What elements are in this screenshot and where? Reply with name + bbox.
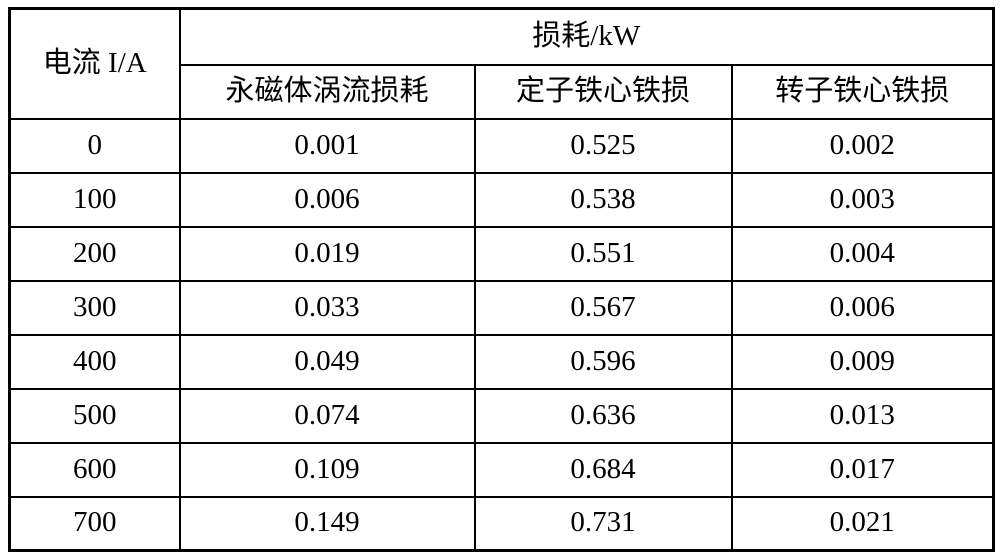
rotor-core-loss-cell: 0.021 [730, 495, 995, 552]
current-cell: 500 [8, 387, 181, 444]
rotor-core-loss-cell: 0.006 [730, 279, 995, 336]
stator-core-loss-cell: 0.731 [473, 495, 733, 552]
magnet-eddy-loss-cell: 0.006 [178, 171, 476, 228]
column-header-magnet-eddy-loss: 永磁体涡流损耗 [178, 63, 476, 120]
rotor-core-loss-cell: 0.017 [730, 441, 995, 498]
magnet-eddy-loss-cell: 0.074 [178, 387, 476, 444]
current-cell: 300 [8, 279, 181, 336]
current-axis-header: 电流 I/A [8, 7, 181, 120]
column-header-rotor-core-loss: 转子铁心铁损 [730, 63, 995, 120]
table-row: 300 0.033 0.567 0.006 [8, 279, 995, 336]
table-row: 400 0.049 0.596 0.009 [8, 333, 995, 390]
table-row: 700 0.149 0.731 0.021 [8, 495, 995, 552]
magnet-eddy-loss-cell: 0.109 [178, 441, 476, 498]
current-cell: 600 [8, 441, 181, 498]
table-row: 100 0.006 0.538 0.003 [8, 171, 995, 228]
rotor-core-loss-cell: 0.009 [730, 333, 995, 390]
stator-core-loss-cell: 0.538 [473, 171, 733, 228]
table-row: 500 0.074 0.636 0.013 [8, 387, 995, 444]
stator-core-loss-cell: 0.636 [473, 387, 733, 444]
header-row-group: 电流 I/A 损耗/kW [8, 7, 995, 120]
table-row: 200 0.019 0.551 0.004 [8, 225, 995, 282]
magnet-eddy-loss-cell: 0.001 [178, 117, 476, 174]
stator-core-loss-cell: 0.684 [473, 441, 733, 498]
current-cell: 400 [8, 333, 181, 390]
table-row: 0 0.001 0.525 0.002 [8, 117, 995, 174]
stator-core-loss-cell: 0.596 [473, 333, 733, 390]
stator-core-loss-cell: 0.567 [473, 279, 733, 336]
rotor-core-loss-cell: 0.003 [730, 171, 995, 228]
current-cell: 700 [8, 495, 181, 552]
magnet-eddy-loss-cell: 0.019 [178, 225, 476, 282]
column-header-stator-core-loss: 定子铁心铁损 [473, 63, 733, 120]
magnet-eddy-loss-cell: 0.033 [178, 279, 476, 336]
magnet-eddy-loss-cell: 0.149 [178, 495, 476, 552]
stator-core-loss-cell: 0.525 [473, 117, 733, 174]
table-row: 600 0.109 0.684 0.017 [8, 441, 995, 498]
loss-group-header: 损耗/kW [178, 7, 995, 66]
rotor-core-loss-cell: 0.004 [730, 225, 995, 282]
rotor-core-loss-cell: 0.013 [730, 387, 995, 444]
current-cell: 0 [8, 117, 181, 174]
magnet-eddy-loss-cell: 0.049 [178, 333, 476, 390]
current-cell: 200 [8, 225, 181, 282]
loss-table: 电流 I/A 损耗/kW 永磁体涡流损耗 定子铁心铁损 转子铁心铁损 0 0.0… [8, 7, 995, 552]
rotor-core-loss-cell: 0.002 [730, 117, 995, 174]
current-cell: 100 [8, 171, 181, 228]
stator-core-loss-cell: 0.551 [473, 225, 733, 282]
header-row-columns: 永磁体涡流损耗 定子铁心铁损 转子铁心铁损 [10, 63, 995, 120]
